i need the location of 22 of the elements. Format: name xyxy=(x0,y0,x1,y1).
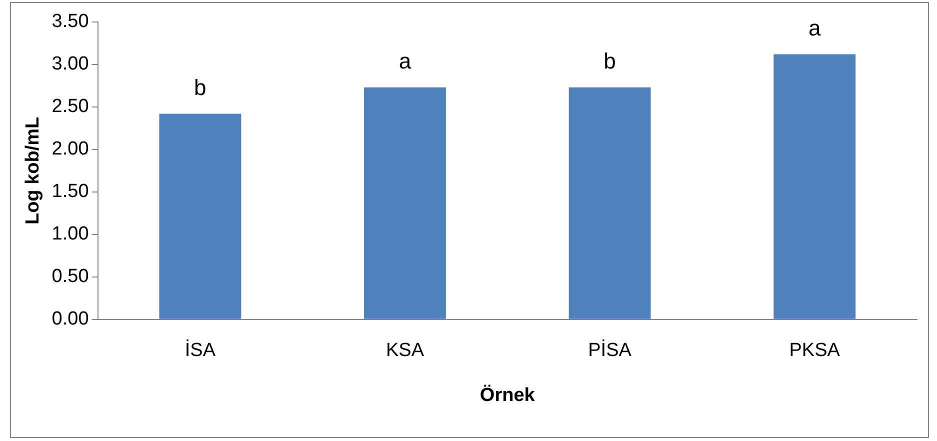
bar xyxy=(159,114,242,319)
x-tick-label: İSA xyxy=(184,339,216,362)
annotation: b xyxy=(604,48,616,74)
bar xyxy=(568,87,651,319)
y-tick-label: 3.00 xyxy=(52,54,89,75)
y-tick-label: 1.50 xyxy=(52,181,89,202)
annotation: a xyxy=(808,15,822,40)
bar xyxy=(364,87,446,319)
y-axis-title: Log kob/mL xyxy=(22,116,44,225)
bar xyxy=(774,54,856,319)
y-tick-label: 1.00 xyxy=(52,224,89,245)
x-tick-label: PİSA xyxy=(588,339,632,362)
y-tick-label: 3.50 xyxy=(52,11,89,32)
y-tick-label: 2.00 xyxy=(52,138,89,160)
annotation: a xyxy=(398,48,412,74)
y-tick-label: 0.00 xyxy=(52,308,89,330)
x-tick-label: KSA xyxy=(386,340,424,362)
y-tick-label: 2.50 xyxy=(52,96,89,118)
y-tick-label: 0.50 xyxy=(52,266,89,288)
x-tick-label: PKSA xyxy=(789,340,840,362)
x-axis-title: Örnek xyxy=(480,384,536,406)
annotation: b xyxy=(194,74,206,100)
